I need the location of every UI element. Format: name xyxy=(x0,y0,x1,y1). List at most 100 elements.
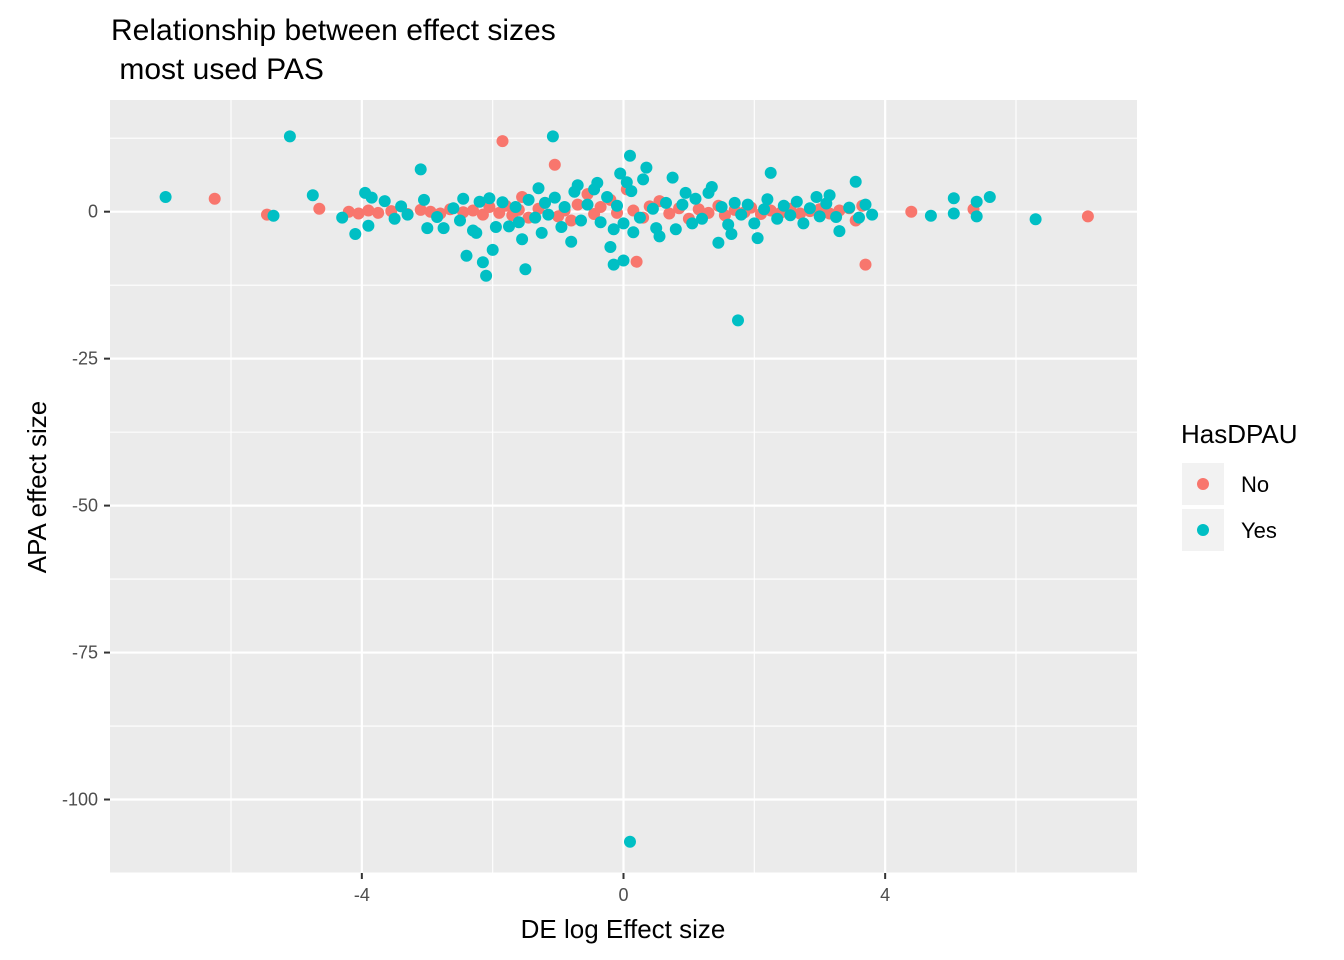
data-point-yes xyxy=(859,198,872,211)
data-point-yes xyxy=(496,196,509,209)
data-point-yes xyxy=(947,192,960,205)
data-point-no xyxy=(692,203,705,216)
data-point-yes xyxy=(539,196,551,209)
data-point-yes xyxy=(555,221,568,233)
y-tick-label: 0 xyxy=(88,202,98,222)
data-point-yes xyxy=(611,199,623,212)
y-axis-title: APA effect size xyxy=(22,401,52,573)
data-point-yes xyxy=(617,217,630,230)
data-point-yes xyxy=(748,217,761,230)
data-point-yes xyxy=(601,191,614,203)
data-point-no xyxy=(859,258,872,271)
data-point-yes xyxy=(418,193,430,206)
data-point-yes xyxy=(388,212,401,225)
data-point-yes xyxy=(486,243,499,256)
data-point-yes xyxy=(395,200,408,213)
data-point-no xyxy=(208,192,221,205)
data-point-yes xyxy=(614,167,627,180)
data-point-yes xyxy=(771,212,784,225)
data-point-no xyxy=(414,203,427,216)
x-tick-label: 4 xyxy=(880,885,890,905)
data-point-yes xyxy=(401,208,414,221)
legend-swatch-yes xyxy=(1197,524,1209,536)
data-point-yes xyxy=(571,179,584,192)
data-point-yes xyxy=(476,256,489,269)
data-point-yes xyxy=(306,189,319,202)
data-point-yes xyxy=(457,192,470,205)
data-point-yes xyxy=(489,221,502,233)
major-gridlines xyxy=(110,100,1137,873)
data-point-yes xyxy=(581,198,594,211)
data-point-yes xyxy=(790,195,803,208)
data-point-yes xyxy=(633,211,646,224)
data-point-yes xyxy=(797,217,810,230)
data-point-yes xyxy=(470,226,483,239)
data-point-yes xyxy=(637,173,650,186)
data-point-yes xyxy=(519,263,532,276)
data-point-yes xyxy=(483,192,496,205)
data-point-yes xyxy=(696,212,708,225)
data-point-yes xyxy=(362,219,375,232)
data-point-yes xyxy=(853,211,865,224)
data-point-yes xyxy=(522,193,535,206)
data-point-no xyxy=(663,207,676,220)
data-point-yes xyxy=(624,149,636,162)
legend: HasDPAU No Yes xyxy=(1181,419,1298,551)
legend-title: HasDPAU xyxy=(1181,419,1298,449)
data-point-no xyxy=(594,201,607,213)
data-point-yes xyxy=(830,211,843,223)
chart-title-line-1: Relationship between effect sizes xyxy=(111,14,556,47)
data-point-yes xyxy=(627,226,640,239)
data-point-yes xyxy=(823,189,836,202)
data-point-yes xyxy=(414,163,427,176)
data-point-yes xyxy=(532,182,545,195)
data-point-no xyxy=(362,204,375,217)
data-point-yes xyxy=(512,216,525,229)
data-point-yes xyxy=(640,161,653,174)
data-point-yes xyxy=(594,216,607,229)
data-point-yes xyxy=(712,236,725,249)
data-point-yes xyxy=(529,211,542,224)
data-point-yes xyxy=(761,193,774,206)
data-point-yes xyxy=(365,191,378,204)
data-point-yes xyxy=(751,232,764,245)
data-point-yes xyxy=(732,314,744,327)
data-point-no xyxy=(483,201,496,213)
legend-label-no: No xyxy=(1241,472,1269,497)
data-point-yes xyxy=(267,209,280,222)
data-point-yes xyxy=(604,241,617,253)
data-point-yes xyxy=(617,254,630,267)
data-point-yes xyxy=(607,223,620,236)
y-tick-label: -75 xyxy=(72,643,98,663)
data-point-yes xyxy=(516,233,529,246)
data-point-yes xyxy=(983,191,996,203)
data-point-yes xyxy=(735,208,748,221)
data-point-yes xyxy=(558,201,571,213)
data-point-no xyxy=(565,214,578,227)
data-point-yes xyxy=(653,230,666,243)
data-point-yes xyxy=(548,191,561,204)
data-point-yes xyxy=(970,210,983,223)
data-point-no xyxy=(548,158,561,171)
data-point-yes xyxy=(437,222,450,235)
data-point-no xyxy=(467,204,479,217)
data-point-yes xyxy=(546,130,559,143)
data-point-yes xyxy=(947,207,960,220)
data-point-yes xyxy=(535,226,548,239)
data-point-yes xyxy=(591,176,604,189)
data-point-yes xyxy=(454,214,466,227)
data-point-yes xyxy=(473,195,486,208)
data-point-no xyxy=(372,206,385,219)
data-point-yes xyxy=(679,186,692,199)
x-axis-title: DE log Effect size xyxy=(521,914,726,944)
data-point-yes xyxy=(669,223,682,236)
data-point-yes xyxy=(509,201,522,213)
data-point-yes xyxy=(970,195,983,208)
data-point-yes xyxy=(803,202,816,215)
y-tick-label: -25 xyxy=(72,349,98,369)
data-point-yes xyxy=(715,201,728,213)
data-point-yes xyxy=(503,220,515,233)
data-point-yes xyxy=(866,208,879,221)
x-axis: -4 0 4 xyxy=(354,873,890,905)
data-point-yes xyxy=(849,175,862,188)
